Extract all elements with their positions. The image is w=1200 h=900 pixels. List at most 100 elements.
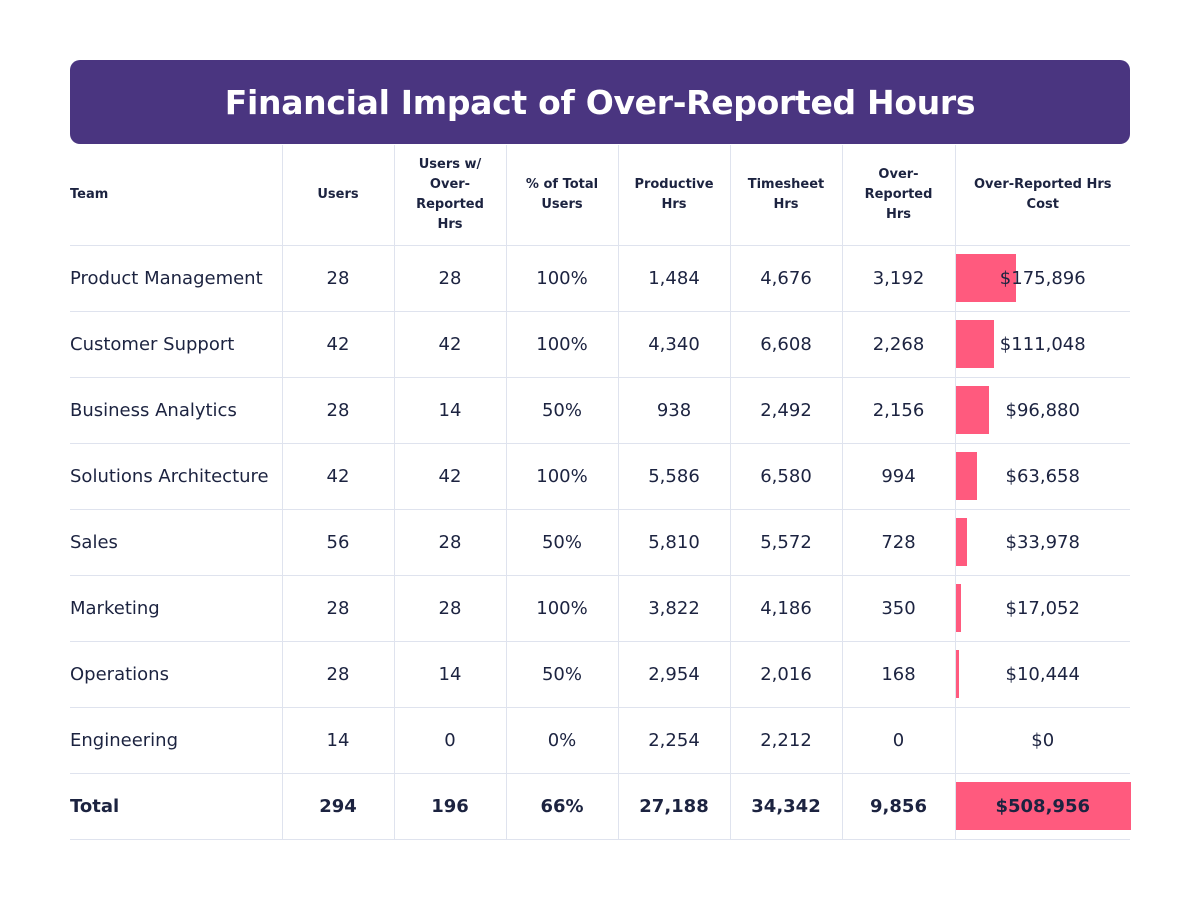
value-cell: 50%	[505, 377, 618, 444]
value-cell: 2,016	[729, 641, 842, 708]
value-cell: 4,186	[729, 575, 842, 642]
table-row: Solutions Architecture 42 42 100% 5,586 6,580…	[70, 443, 1130, 510]
team-cell: Product Management	[70, 245, 282, 312]
value-cell: 100%	[505, 575, 618, 642]
cost-bar	[955, 518, 968, 566]
value-cell: 100%	[505, 443, 618, 510]
cost-cell: $175,896	[954, 245, 1130, 312]
value-cell: 350	[841, 575, 955, 642]
cost-cell: $10,444	[954, 641, 1130, 708]
value-cell: 42	[393, 443, 506, 510]
cost-cell: $508,956	[954, 773, 1131, 840]
value-cell: 50%	[505, 509, 618, 576]
page-title: Financial Impact of Over-Reported Hours	[224, 82, 976, 122]
value-cell: 2,268	[841, 311, 955, 378]
value-cell: 728	[841, 509, 955, 576]
column-header: Team	[70, 145, 282, 246]
title-banner: Financial Impact of Over-Reported Hours	[70, 60, 1130, 144]
cost-cell: $0	[954, 707, 1130, 774]
value-cell: 168	[841, 641, 955, 708]
cost-cell: $111,048	[954, 311, 1130, 378]
column-header: Over-Reported Hrs Cost	[954, 145, 1130, 246]
cost-bar	[955, 386, 989, 434]
value-cell: 2,492	[729, 377, 842, 444]
table-row: Customer Support 42 42 100% 4,340 6,608 2,268 $…	[70, 311, 1130, 378]
cost-cell: $17,052	[954, 575, 1130, 642]
impact-table: Team Users Users w/ Over-Reported Hrs% of …	[70, 145, 1131, 840]
cost-bar	[955, 320, 994, 368]
table-row: Marketing 28 28 100% 3,822 4,186 350 $17,052	[70, 575, 1130, 642]
value-cell: 6,608	[729, 311, 842, 378]
cost-bar	[955, 782, 1131, 830]
value-cell: 2,212	[729, 707, 842, 774]
value-cell: 28	[393, 245, 506, 312]
cost-bar	[955, 254, 1016, 302]
value-cell: 42	[281, 443, 394, 510]
value-cell: 28	[281, 377, 394, 444]
table-row: Sales 56 28 50% 5,810 5,572 728 $33,978	[70, 509, 1130, 576]
value-cell: 28	[281, 575, 394, 642]
value-cell: 3,192	[841, 245, 955, 312]
team-cell: Sales	[70, 509, 282, 576]
value-cell: 56	[281, 509, 394, 576]
value-cell: 14	[393, 641, 506, 708]
value-cell: 3,822	[617, 575, 730, 642]
value-cell: 994	[841, 443, 955, 510]
value-cell: 938	[617, 377, 730, 444]
table-row: Engineering 14 0 0% 2,254 2,212 0 $0	[70, 707, 1130, 774]
team-cell: Customer Support	[70, 311, 282, 378]
value-cell: 14	[393, 377, 506, 444]
value-cell: 0	[841, 707, 955, 774]
value-cell: 5,810	[617, 509, 730, 576]
value-cell: 2,254	[617, 707, 730, 774]
value-cell: 4,340	[617, 311, 730, 378]
value-cell: 1,484	[617, 245, 730, 312]
value-cell: 0%	[505, 707, 618, 774]
cost-bar	[955, 584, 962, 632]
value-cell: 34,342	[729, 773, 842, 840]
table-row: Operations 28 14 50% 2,954 2,016 168 $10,444	[70, 641, 1130, 708]
cost-cell: $33,978	[954, 509, 1130, 576]
value-cell: 9,856	[841, 773, 955, 840]
column-header: Over-Reported Hrs	[841, 145, 955, 246]
value-cell: 42	[281, 311, 394, 378]
value-cell: 42	[393, 311, 506, 378]
value-cell: 6,580	[729, 443, 842, 510]
cost-label: $17,052	[1005, 598, 1080, 619]
value-cell: 4,676	[729, 245, 842, 312]
value-cell: 100%	[505, 311, 618, 378]
value-cell: 14	[281, 707, 394, 774]
value-cell: 196	[393, 773, 506, 840]
cost-label: $175,896	[999, 268, 1086, 289]
value-cell: 66%	[505, 773, 618, 840]
column-header: % of Total Users	[505, 145, 618, 246]
value-cell: 294	[281, 773, 394, 840]
cost-label: $10,444	[1005, 664, 1080, 685]
cost-cell: $63,658	[954, 443, 1130, 510]
table-row: Product Management 28 28 100% 1,484 4,676 3,19…	[70, 245, 1130, 312]
header-row: Team Users Users w/ Over-Reported Hrs% of …	[70, 145, 1130, 246]
cost-label: $96,880	[1005, 400, 1080, 421]
value-cell: 0	[393, 707, 506, 774]
total-row: Total 294 196 66% 27,188 34,342 9,856 $508,956	[70, 773, 1131, 840]
cost-label: $0	[1031, 730, 1055, 751]
cost-cell: $96,880	[954, 377, 1130, 444]
team-cell: Business Analytics	[70, 377, 282, 444]
value-cell: 5,572	[729, 509, 842, 576]
cost-bar	[955, 452, 978, 500]
table-row: Business Analytics 28 14 50% 938 2,492 2,156 $9…	[70, 377, 1130, 444]
team-cell: Engineering	[70, 707, 282, 774]
column-header: Timesheet Hrs	[729, 145, 842, 246]
value-cell: 2,954	[617, 641, 730, 708]
value-cell: 100%	[505, 245, 618, 312]
team-cell: Marketing	[70, 575, 282, 642]
value-cell: 50%	[505, 641, 618, 708]
team-cell: Operations	[70, 641, 282, 708]
value-cell: 5,586	[617, 443, 730, 510]
team-cell: Solutions Architecture	[70, 443, 282, 510]
column-header: Users	[281, 145, 394, 246]
column-header: Productive Hrs	[617, 145, 730, 246]
value-cell: 28	[281, 641, 394, 708]
cost-label: $63,658	[1005, 466, 1080, 487]
cost-label: $508,956	[995, 796, 1090, 817]
